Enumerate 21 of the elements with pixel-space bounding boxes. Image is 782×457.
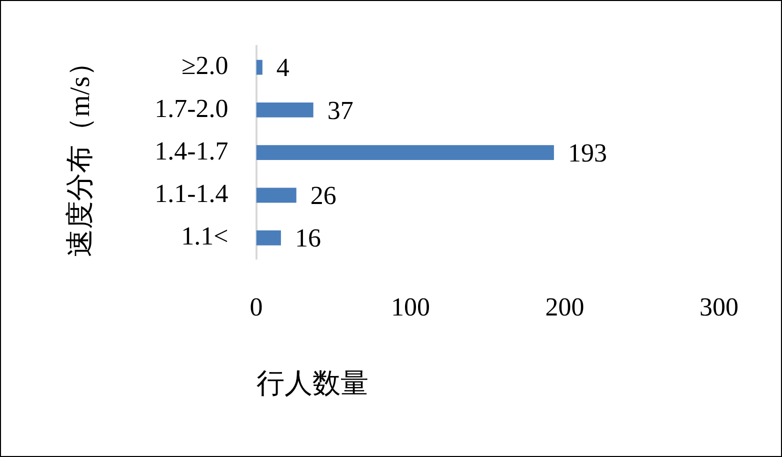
- x-tick-label: 100: [391, 292, 430, 322]
- x-tick-label: 200: [545, 292, 584, 322]
- bar: [256, 188, 296, 203]
- bar: [256, 230, 281, 246]
- y-tick-label: ≥2.0: [181, 51, 228, 80]
- bar: [256, 60, 262, 75]
- data-label: 193: [568, 138, 607, 168]
- data-label: 37: [327, 96, 354, 125]
- y-tick-label: 1.1<: [181, 222, 228, 251]
- bar: [256, 145, 554, 160]
- y-tick-label: 1.1-1.4: [154, 179, 228, 208]
- data-label: 4: [276, 53, 290, 82]
- x-tick-label: 300: [700, 292, 738, 322]
- x-tick-label: 0: [250, 292, 263, 322]
- y-tick-label: 1.7-2.0: [154, 94, 228, 123]
- bar: [256, 102, 314, 118]
- y-axis-title: 速度分布（m/s）: [65, 48, 96, 257]
- data-label: 16: [294, 224, 321, 253]
- y-tick-label: 1.4-1.7: [154, 136, 228, 166]
- x-axis-title: 行人数量: [256, 368, 368, 400]
- data-label: 26: [310, 181, 336, 210]
